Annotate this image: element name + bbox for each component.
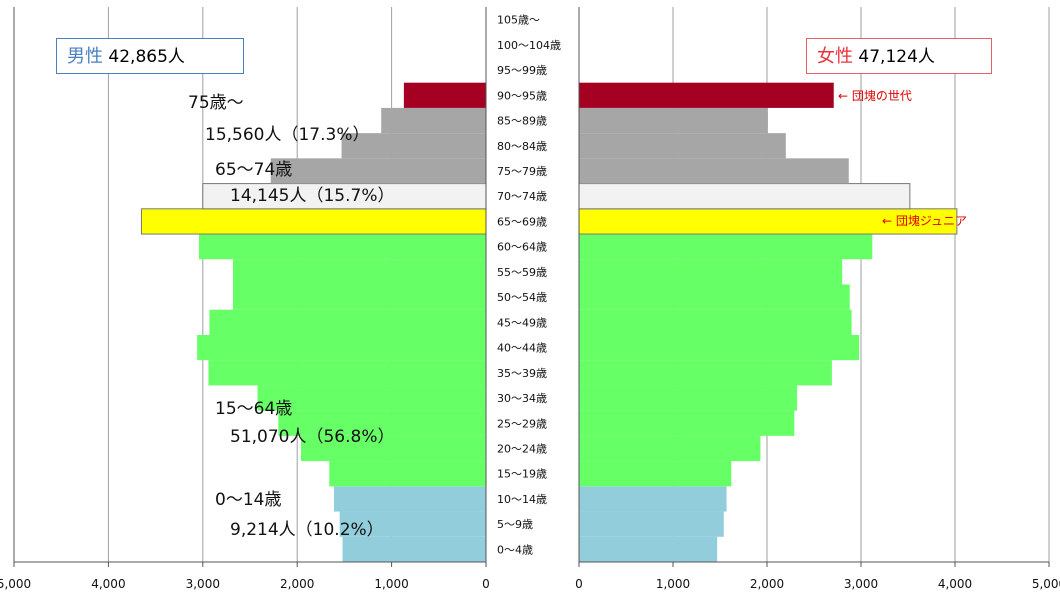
group-65-title: 65〜74歳 — [215, 160, 293, 180]
male-bar-7 — [208, 360, 487, 386]
tick-label: 1,000 — [656, 577, 690, 591]
age-label: 65〜69歳 — [497, 215, 547, 228]
male-bar-5 — [278, 410, 486, 436]
female-bar-15 — [579, 158, 849, 184]
tick-label: 2,000 — [280, 577, 314, 591]
female-bar-3 — [579, 461, 732, 487]
female-bar-0 — [579, 536, 718, 562]
male-bar-13 — [140, 208, 487, 235]
age-label: 5〜9歳 — [497, 518, 533, 531]
group-15-title: 15〜64歳 — [215, 399, 293, 419]
female-total: 47,124人 — [858, 47, 935, 67]
female-bar-6 — [579, 385, 798, 411]
tick-label: 0 — [482, 577, 490, 591]
male-bar-0 — [342, 536, 486, 562]
female-bar-2 — [579, 486, 727, 512]
group-0-title: 0〜14歳 — [215, 490, 282, 510]
male-bar-6 — [257, 385, 486, 411]
female-bar-11 — [579, 259, 843, 285]
male-bar-11 — [233, 259, 486, 285]
age-label: 70〜74歳 — [497, 190, 547, 203]
age-label: 80〜84歳 — [497, 140, 547, 153]
age-labels: 0〜4歳 5〜9歳 10〜14歳 15〜19歳 20〜24歳 25〜29歳 30〜34歳 35… — [497, 14, 561, 557]
age-label: 75〜79歳 — [497, 165, 547, 178]
tick-label: 3,000 — [186, 577, 220, 591]
tick-label: 5,000 — [0, 577, 31, 591]
female-bar-17 — [579, 107, 768, 134]
group-65-value: 14,145人（15.7%） — [230, 186, 395, 206]
tick-label: 3,000 — [844, 577, 878, 591]
age-label: 105歳〜 — [497, 14, 540, 27]
male-total: 42,865人 — [108, 47, 185, 67]
age-label: 45〜49歳 — [497, 316, 547, 329]
group-15-value: 51,070人（56.8%） — [230, 427, 395, 447]
tick-label: 1,000 — [374, 577, 408, 591]
male-bar-4 — [300, 435, 486, 462]
tick-label: 5,000 — [1032, 577, 1060, 591]
bars — [140, 82, 958, 562]
age-label: 40〜44歳 — [497, 342, 547, 355]
age-label: 50〜54歳 — [497, 291, 547, 304]
age-label: 10〜14歳 — [497, 493, 547, 506]
female-legend-box: 女性 47,124人 — [806, 38, 992, 74]
male-bar-9 — [209, 309, 486, 335]
tick-label: 0 — [575, 577, 583, 591]
age-label: 90〜95歳 — [497, 89, 547, 102]
female-bar-1 — [579, 511, 724, 537]
male-bar-10 — [233, 284, 486, 310]
female-bar-10 — [579, 284, 850, 310]
group-0-value: 9,214人（10.2%） — [230, 520, 384, 540]
male-bar-8 — [197, 334, 487, 361]
age-label: 55〜59歳 — [497, 266, 547, 279]
age-label: 60〜64歳 — [497, 241, 547, 254]
age-label: 20〜24歳 — [497, 442, 547, 455]
male-bar-1 — [339, 511, 486, 537]
male-legend-box: 男性 42,865人 — [56, 38, 244, 74]
female-bar-16 — [579, 133, 786, 159]
dankai-junior-annotation: ← 団塊ジュニア — [882, 214, 968, 228]
age-label: 100〜104歳 — [497, 39, 561, 52]
age-label: 0〜4歳 — [497, 543, 533, 556]
female-bar-5 — [579, 410, 795, 436]
female-label: 女性 — [817, 46, 853, 67]
age-label: 25〜29歳 — [497, 417, 547, 430]
female-bar-14 — [578, 183, 911, 210]
group-75-title: 75歳〜 — [188, 93, 244, 113]
tick-label: 4,000 — [91, 577, 125, 591]
age-label: 85〜89歳 — [497, 115, 547, 128]
tick-label: 2,000 — [750, 577, 784, 591]
group-75-value: 15,560人（17.3%） — [205, 125, 370, 145]
age-label: 35〜39歳 — [497, 367, 547, 380]
male-bar-3 — [329, 461, 486, 487]
male-bar-2 — [334, 486, 486, 512]
female-bar-18 — [579, 82, 834, 108]
axes — [13, 7, 1050, 567]
male-bar-16 — [341, 133, 486, 159]
female-bar-7 — [579, 360, 832, 386]
female-bar-8 — [579, 334, 860, 361]
tick-label: 4,000 — [938, 577, 972, 591]
male-bar-17 — [381, 107, 486, 134]
male-bar-12 — [199, 234, 487, 260]
age-label: 95〜99歳 — [497, 64, 547, 77]
female-bar-9 — [579, 309, 852, 335]
tick-labels: 5,000 4,000 3,000 2,000 1,000 0 0 1,000 2,000 3,0… — [0, 577, 1060, 591]
age-label: 15〜19歳 — [497, 468, 547, 481]
female-bar-4 — [579, 435, 761, 462]
dankai-annotation: ← 団塊の世代 — [838, 89, 912, 103]
age-label: 30〜34歳 — [497, 392, 547, 405]
female-bar-12 — [579, 234, 873, 260]
male-bar-15 — [270, 158, 486, 184]
male-label: 男性 — [67, 46, 103, 67]
male-bar-18 — [403, 82, 486, 108]
